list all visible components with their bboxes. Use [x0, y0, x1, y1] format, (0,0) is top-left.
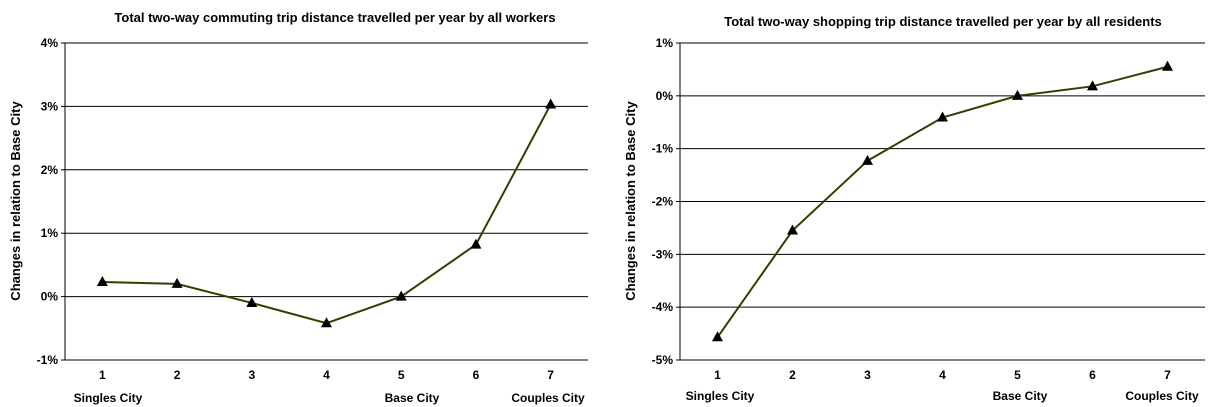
commuting-chart-title: Total two-way commuting trip distance tr… — [114, 10, 555, 25]
shopping-data-point — [1162, 60, 1173, 71]
shopping-x-tick-label: 5 — [1014, 368, 1021, 382]
shopping-y-tick-label: 0% — [656, 89, 674, 103]
shopping-plot-group: Total two-way shopping trip distance tra… — [623, 14, 1205, 403]
commuting-x-tick-label: 2 — [174, 368, 181, 382]
shopping-y-tick-label: -1% — [652, 142, 674, 156]
commuting-plot-group: Total two-way commuting trip distance tr… — [8, 10, 588, 405]
shopping-data-point — [787, 224, 798, 235]
commuting-x-tick-label: 1 — [99, 368, 106, 382]
shopping-data-point — [1087, 80, 1098, 91]
commuting-y-tick-label: -1% — [37, 353, 59, 367]
commuting-data-point — [246, 296, 258, 307]
commuting-y-axis-label: Changes in relation to Base City — [8, 101, 23, 301]
shopping-series-line — [716, 65, 1168, 338]
shopping-y-tick-label: -5% — [652, 353, 674, 367]
shopping-x-tick-label: 2 — [789, 368, 796, 382]
commuting-x-tick-label: 5 — [398, 368, 405, 382]
shopping-category-label: Singles City — [686, 389, 755, 403]
commuting-data-point — [395, 290, 407, 301]
shopping-chart-panel: Total two-way shopping trip distance tra… — [606, 0, 1213, 407]
shopping-data-point — [937, 111, 948, 122]
shopping-data-point — [712, 331, 723, 342]
shopping-y-tick-label: -4% — [652, 300, 674, 314]
shopping-x-tick-label: 3 — [864, 368, 871, 382]
commuting-y-tick-label: 1% — [41, 226, 59, 240]
shopping-x-tick-label: 6 — [1089, 368, 1096, 382]
shopping-chart: Total two-way shopping trip distance tra… — [623, 14, 1205, 403]
commuting-data-point — [96, 276, 108, 287]
shopping-x-tick-label: 7 — [1164, 368, 1171, 382]
commuting-data-point — [470, 238, 482, 249]
commuting-series-line — [102, 104, 552, 325]
shopping-y-axis-label: Changes in relation to Base City — [623, 101, 638, 301]
commuting-y-tick-label: 3% — [41, 99, 59, 113]
shopping-y-tick-label: -2% — [652, 195, 674, 209]
commuting-category-label: Singles City — [74, 391, 143, 405]
shopping-x-tick-label: 1 — [714, 368, 721, 382]
shopping-chart-title: Total two-way shopping trip distance tra… — [724, 14, 1162, 29]
commuting-y-tick-label: 2% — [41, 163, 59, 177]
commuting-y-tick-label: 0% — [41, 290, 59, 304]
commuting-x-tick-label: 6 — [473, 368, 480, 382]
commuting-data-point — [545, 98, 557, 109]
commuting-chart: Total two-way commuting trip distance tr… — [8, 10, 588, 405]
shopping-y-tick-label: -3% — [652, 247, 674, 261]
commuting-data-point — [171, 277, 183, 288]
shopping-data-point — [862, 154, 873, 165]
commuting-category-label: Base City — [385, 391, 440, 405]
commuting-chart-panel: Total two-way commuting trip distance tr… — [0, 0, 606, 407]
shopping-category-label: Base City — [993, 389, 1048, 403]
commuting-x-tick-label: 7 — [547, 368, 554, 382]
commuting-x-tick-label: 4 — [323, 368, 330, 382]
shopping-y-tick-label: 1% — [656, 36, 674, 50]
shopping-data-point — [1012, 89, 1023, 100]
commuting-data-point — [321, 317, 332, 328]
shopping-category-label: Couples City — [1125, 389, 1199, 403]
shopping-x-tick-label: 4 — [939, 368, 946, 382]
commuting-y-tick-label: 4% — [41, 36, 59, 50]
commuting-x-tick-label: 3 — [248, 368, 255, 382]
commuting-category-label: Couples City — [511, 391, 585, 405]
